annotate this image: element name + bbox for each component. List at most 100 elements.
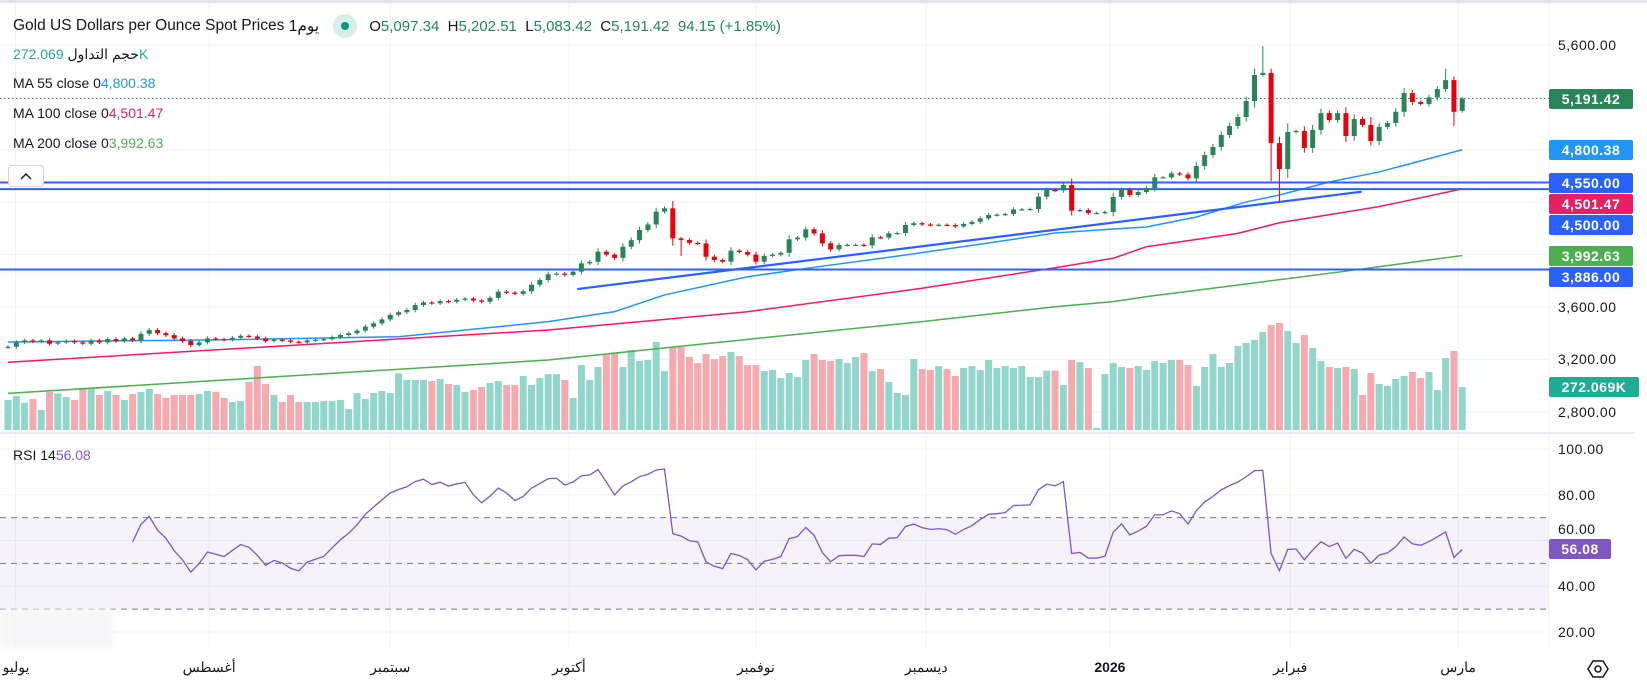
candle-body — [1426, 97, 1432, 104]
volume-bar — [1450, 351, 1458, 430]
volume-bar — [943, 369, 951, 430]
legend-ma100[interactable]: MA 100 close 04,501.47 — [13, 105, 163, 121]
candle — [952, 223, 958, 229]
candle — [878, 235, 884, 239]
candle-body — [1143, 188, 1149, 192]
volume-bar — [21, 402, 29, 430]
price-axis-tick: 2,800.00 — [1558, 403, 1617, 420]
candle-body — [63, 341, 69, 343]
volume-bar — [320, 400, 328, 430]
candle-body — [645, 224, 651, 230]
close-label: C — [600, 17, 612, 35]
candle — [1177, 171, 1183, 176]
volume-bar — [544, 374, 552, 430]
candle — [678, 236, 684, 256]
candle-body — [1094, 212, 1100, 215]
candle — [869, 234, 875, 249]
candle-body — [587, 261, 593, 264]
rsi-axis-tick: 100.00 — [1558, 441, 1604, 457]
candle-body — [520, 291, 526, 294]
candle — [71, 339, 77, 344]
candle — [387, 312, 393, 322]
volume-bar — [1350, 369, 1358, 430]
candle — [1401, 88, 1407, 117]
volume-bar — [29, 399, 37, 430]
candle — [1393, 108, 1399, 127]
volume-bar — [12, 396, 20, 430]
candle — [670, 201, 676, 246]
candle — [454, 298, 460, 304]
candle — [770, 253, 776, 258]
rsi-value: 56.08 — [55, 447, 91, 463]
candle-body — [969, 221, 975, 224]
legend-rsi[interactable]: RSI 1456.08 — [13, 447, 91, 463]
candle — [1143, 185, 1149, 195]
close-value: 5,191.42 — [611, 17, 670, 35]
candle-body — [371, 323, 377, 327]
candle-body — [429, 302, 435, 304]
open-label: O — [369, 17, 381, 35]
candle-body — [1110, 196, 1116, 213]
price-badge: 4,500.00 — [1549, 214, 1633, 235]
time-axis-label: أكتوبر — [552, 659, 586, 675]
candle — [886, 231, 892, 240]
volume-bar — [46, 391, 54, 430]
candle — [628, 237, 634, 250]
candle — [844, 243, 850, 247]
candle-body — [836, 245, 842, 250]
candle — [404, 308, 410, 314]
legend-volume[interactable]: حجم التداول 272.069K — [13, 46, 148, 63]
volume-bar — [295, 402, 303, 430]
candle — [1434, 86, 1440, 101]
candle — [661, 206, 667, 214]
symbol-header: Gold US Dollars per Ounce Spot Prices 1ي… — [13, 14, 781, 38]
volume-bar — [636, 360, 644, 430]
candle — [1168, 171, 1174, 180]
candle-body — [1318, 113, 1324, 130]
price-axis-tick: 5,600.00 — [1558, 37, 1617, 53]
volume-bar — [602, 354, 610, 430]
candle — [1060, 182, 1066, 193]
candle-body — [321, 339, 327, 341]
rsi-badge: 56.08 — [1549, 539, 1611, 560]
candle-body — [379, 319, 385, 324]
volume-bar — [627, 350, 635, 430]
candle-body — [96, 340, 102, 343]
volume-bar — [1292, 342, 1300, 430]
volume-bar — [976, 369, 984, 430]
candle-body — [720, 259, 726, 262]
volume-bar — [910, 359, 918, 430]
candle — [994, 213, 1000, 217]
candle-body — [421, 302, 426, 306]
volume-bar — [744, 365, 752, 430]
volume-bar — [1392, 378, 1400, 430]
candle — [969, 220, 975, 226]
symbol-title[interactable]: Gold US Dollars per Ounce Spot Prices — [13, 17, 285, 34]
volume-bar — [70, 399, 78, 430]
candle-body — [71, 341, 77, 343]
candle-body — [994, 214, 1000, 216]
candle-body — [213, 338, 219, 340]
candle — [1110, 192, 1116, 217]
collapse-legend-button[interactable] — [8, 165, 44, 187]
market-status-icon[interactable] — [333, 14, 358, 38]
interval-label[interactable]: 1يوم — [288, 17, 320, 35]
candle — [130, 336, 136, 343]
chart-settings-button[interactable] — [1587, 658, 1609, 680]
candle — [1243, 96, 1249, 122]
candle-body — [1301, 130, 1307, 148]
legend-ma55[interactable]: MA 55 close 04,800.38 — [13, 75, 155, 91]
candle — [495, 289, 501, 301]
candle-body — [188, 341, 194, 345]
candle-body — [1459, 98, 1465, 111]
candle-body — [1210, 146, 1216, 156]
rsi-axis-tick: 20.00 — [1558, 624, 1596, 640]
candle — [645, 222, 651, 233]
legend-ma200[interactable]: MA 200 close 03,992.63 — [13, 135, 163, 151]
candle-body — [146, 330, 152, 334]
candle — [720, 258, 726, 264]
candle — [38, 338, 44, 344]
candle — [271, 338, 277, 343]
volume-bar — [1068, 360, 1076, 430]
